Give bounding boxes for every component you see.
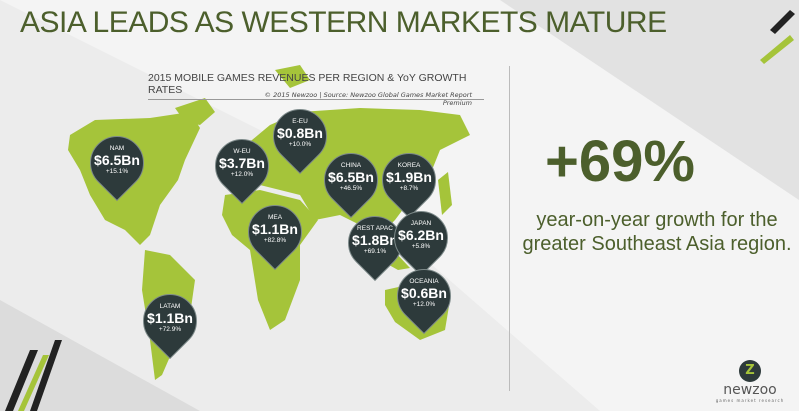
divider	[509, 66, 510, 391]
region-name: NAM	[109, 145, 125, 152]
region-growth: +5.8%	[411, 243, 431, 250]
region-pin-mea: MEA $1.1Bn +82.8%	[236, 193, 314, 271]
region-pin-korea: KOREA $1.9Bn +8.7%	[370, 141, 448, 219]
region-revenue: $6.5Bn	[94, 152, 140, 168]
chart-subtitle: 2015 MOBILE GAMES REVENUES PER REGION & …	[148, 72, 484, 100]
region-name: E-EU	[292, 118, 308, 125]
region-growth: +46.5%	[339, 185, 363, 192]
region-growth: +12.0%	[230, 171, 254, 178]
region-revenue: $3.7Bn	[219, 155, 265, 171]
region-pin-japan: JAPAN $6.2Bn +5.8%	[382, 199, 460, 277]
region-name: KOREA	[397, 162, 421, 169]
region-growth: +69.1%	[363, 248, 387, 255]
region-revenue: $1.8Bn	[352, 232, 398, 248]
region-pin-latam: LATAM $1.1Bn +72.9%	[131, 282, 209, 360]
source-note: © 2015 Newzoo | Source: Newzoo Global Ga…	[264, 91, 472, 107]
region-pin-china: CHINA $6.5Bn +46.5%	[312, 141, 390, 219]
region-pin-e-eu: E-EU $0.8Bn +10.0%	[261, 97, 339, 175]
page-title: ASIA LEADS AS WESTERN MARKETS MATURE	[20, 6, 667, 39]
region-revenue: $6.5Bn	[328, 169, 374, 185]
region-revenue: $1.1Bn	[252, 221, 298, 237]
region-pin-w-eu: W-EU $3.7Bn +12.0%	[203, 127, 281, 205]
region-pin-nam: NAM $6.5Bn +15.1%	[78, 124, 156, 202]
region-growth: +72.9%	[158, 326, 182, 333]
newzoo-logo: Z newzoo games market research	[710, 360, 790, 403]
region-growth: +82.8%	[263, 237, 287, 244]
region-name: MEA	[267, 214, 283, 221]
region-growth: +8.7%	[399, 185, 419, 192]
region-name: JAPAN	[410, 220, 432, 227]
region-name: REST APAC	[357, 225, 393, 232]
region-revenue: $6.2Bn	[398, 227, 444, 243]
region-growth: +10.0%	[288, 141, 312, 148]
newzoo-logo-icon: Z	[739, 360, 761, 382]
region-name: CHINA	[340, 162, 362, 169]
region-name: LATAM	[159, 303, 181, 310]
highlight-text: year-on-year growth for the greater Sout…	[522, 209, 792, 255]
region-revenue: $1.1Bn	[147, 310, 193, 326]
region-pin-oceania: OCEANIA $0.6Bn +12.0%	[385, 257, 463, 335]
region-name: W-EU	[233, 148, 251, 155]
region-revenue: $1.9Bn	[386, 169, 432, 185]
region-revenue: $0.6Bn	[401, 285, 447, 301]
decorative-stripes	[5, 10, 795, 411]
highlight-value: +69%	[545, 129, 695, 194]
logo-tagline: games market research	[715, 398, 785, 403]
region-name: OCEANIA	[409, 278, 439, 285]
region-revenue: $0.8Bn	[277, 125, 323, 141]
region-growth: +12.0%	[412, 301, 436, 308]
region-pin-rest-apac: REST APAC $1.8Bn +69.1%	[336, 204, 414, 282]
logo-name: newzoo	[723, 382, 777, 398]
region-growth: +15.1%	[105, 168, 129, 175]
